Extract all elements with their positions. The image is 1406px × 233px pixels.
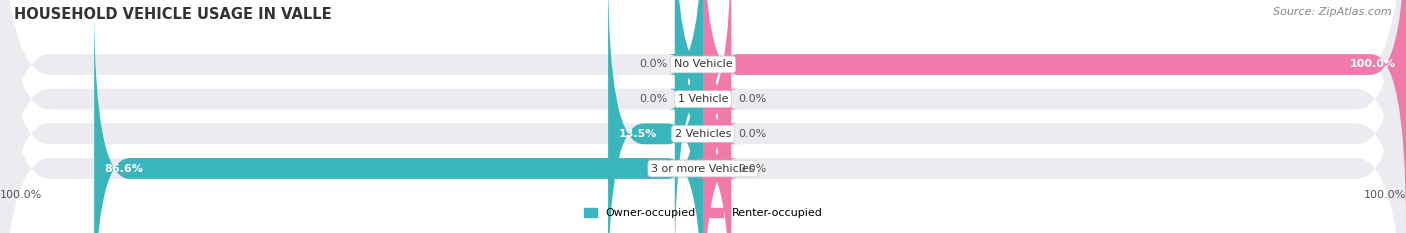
- FancyBboxPatch shape: [609, 0, 703, 233]
- Text: 86.6%: 86.6%: [105, 164, 143, 174]
- Text: 1 Vehicle: 1 Vehicle: [678, 94, 728, 104]
- Legend: Owner-occupied, Renter-occupied: Owner-occupied, Renter-occupied: [583, 208, 823, 218]
- FancyBboxPatch shape: [668, 0, 710, 233]
- FancyBboxPatch shape: [696, 0, 738, 233]
- Text: 2 Vehicles: 2 Vehicles: [675, 129, 731, 139]
- FancyBboxPatch shape: [94, 6, 703, 233]
- Text: 0.0%: 0.0%: [640, 94, 668, 104]
- FancyBboxPatch shape: [696, 0, 738, 233]
- Text: 100.0%: 100.0%: [0, 190, 42, 200]
- FancyBboxPatch shape: [668, 0, 710, 227]
- Text: Source: ZipAtlas.com: Source: ZipAtlas.com: [1274, 7, 1392, 17]
- Text: 0.0%: 0.0%: [738, 129, 766, 139]
- Text: 3 or more Vehicles: 3 or more Vehicles: [651, 164, 755, 174]
- Text: 0.0%: 0.0%: [738, 94, 766, 104]
- Text: HOUSEHOLD VEHICLE USAGE IN VALLE: HOUSEHOLD VEHICLE USAGE IN VALLE: [14, 7, 332, 22]
- Text: 0.0%: 0.0%: [738, 164, 766, 174]
- FancyBboxPatch shape: [696, 6, 738, 233]
- Text: No Vehicle: No Vehicle: [673, 59, 733, 69]
- Text: 13.5%: 13.5%: [619, 129, 657, 139]
- Text: 100.0%: 100.0%: [1364, 190, 1406, 200]
- FancyBboxPatch shape: [703, 0, 1406, 227]
- Text: 0.0%: 0.0%: [640, 59, 668, 69]
- Text: 100.0%: 100.0%: [1350, 59, 1395, 69]
